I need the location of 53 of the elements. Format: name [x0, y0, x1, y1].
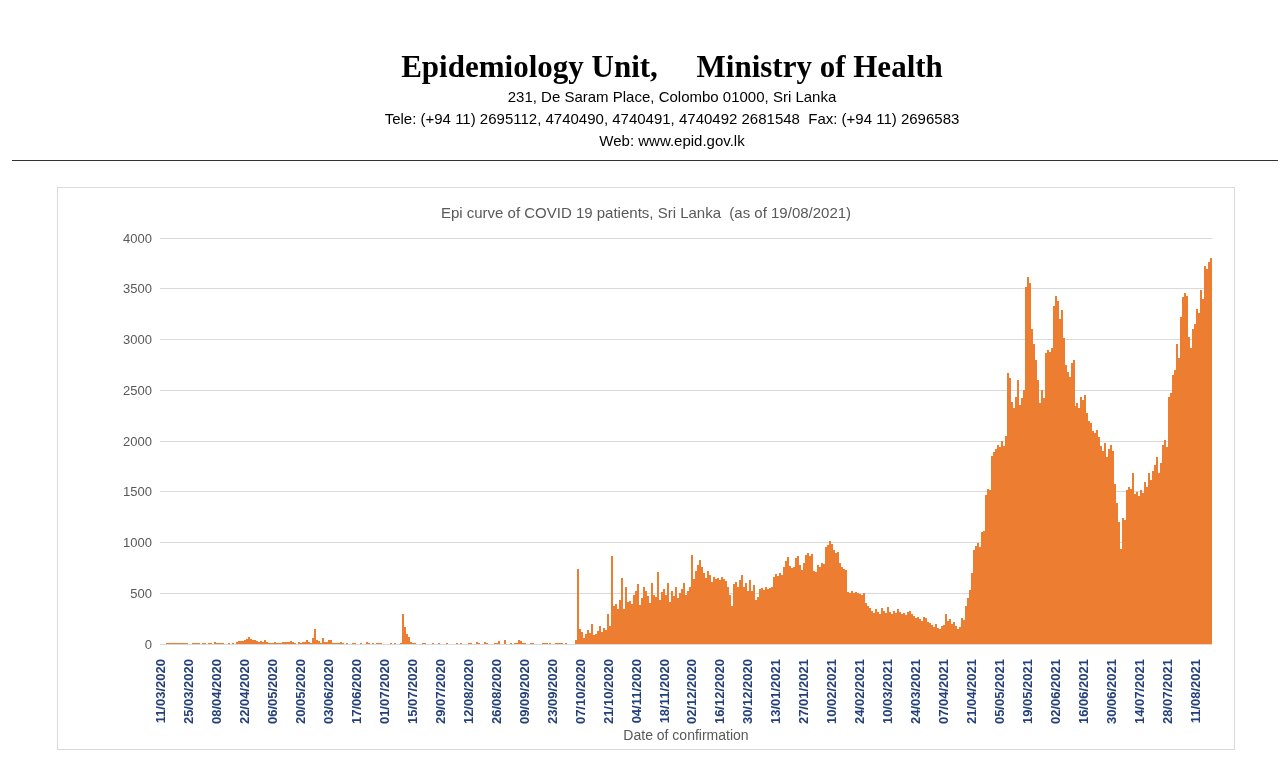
y-tick-label: 1000	[123, 535, 152, 551]
x-tick-label: 06/05/2020	[265, 659, 281, 725]
x-tick-label: 21/10/2020	[600, 659, 616, 725]
x-tick-label: 10/02/2021	[824, 659, 840, 725]
x-tick-label: 12/08/2020	[460, 659, 476, 725]
x-tick-label: 03/06/2020	[321, 659, 337, 725]
x-tick-label: 27/01/2021	[796, 659, 812, 725]
x-tick-label: 10/03/2021	[880, 659, 896, 725]
x-tick-label: 24/02/2021	[852, 659, 868, 725]
x-tick-label: 07/04/2021	[936, 659, 952, 725]
y-tick-label: 500	[130, 585, 152, 601]
x-tick-label: 08/04/2020	[209, 659, 225, 725]
x-tick-label: 30/12/2020	[740, 659, 756, 725]
x-tick-label: 02/12/2020	[684, 659, 700, 725]
y-tick-label: 4000	[123, 230, 152, 246]
x-tick-label: 28/07/2021	[1159, 659, 1175, 725]
y-tick-label: 1500	[123, 484, 152, 500]
text: 231, De Saram Place, Colombo 01000, Sri Lanka	[506, 87, 838, 107]
x-tick-label: 14/07/2021	[1131, 659, 1147, 725]
text: Tele: (+94 11) 2695112, 4740490, 4740491, 4740492 2681548 Fax: (+94 11) 2696583	[383, 109, 961, 129]
chart-title: Epi curve of COVID 19 patients, Sri Lanka (as of 19/08/2021)	[439, 204, 853, 221]
x-tick-label: 22/04/2020	[237, 659, 253, 725]
x-tick-label: 24/03/2021	[908, 659, 924, 725]
x-tick-label: 09/09/2020	[516, 659, 532, 725]
x-tick-label: 26/08/2020	[488, 659, 504, 725]
x-tick-label: 19/05/2021	[1019, 659, 1035, 725]
x-tick-label: 01/07/2020	[377, 659, 393, 725]
x-tick-label: 16/12/2020	[712, 659, 728, 725]
x-tick-label: 16/06/2021	[1075, 659, 1091, 725]
x-tick-label: 11/08/2021	[1187, 659, 1203, 724]
x-tick-label: 05/05/2021	[991, 659, 1007, 725]
x-tick-label: 20/05/2020	[293, 659, 309, 725]
y-tick-label: 2000	[123, 433, 152, 449]
x-tick-label: 04/11/2020	[628, 659, 644, 724]
y-tick-label: 0	[144, 636, 152, 652]
x-tick-label: 21/04/2021	[963, 659, 979, 725]
x-tick-label: 18/11/2020	[656, 659, 672, 724]
y-tick-label: 2500	[123, 382, 152, 398]
x-tick-label: 13/01/2021	[768, 659, 784, 725]
x-tick-label: 02/06/2021	[1047, 659, 1063, 725]
x-tick-label: 11/03/2020	[153, 659, 169, 724]
y-tick-label: 3000	[123, 332, 152, 348]
text: Epidemiology Unit, Ministry of Health	[400, 48, 944, 86]
x-tick-label: 25/03/2020	[181, 659, 197, 725]
x-tick-label: 17/06/2020	[349, 659, 365, 725]
x-tick-label: 15/07/2020	[405, 659, 421, 725]
x-tick-label: 29/07/2020	[432, 659, 448, 725]
x-tick-label: 30/06/2021	[1103, 659, 1119, 725]
y-tick-label: 3500	[123, 281, 152, 297]
text: Web: www.epid.gov.lk	[598, 131, 746, 151]
x-tick-label: 07/10/2020	[572, 659, 588, 725]
x-axis-title: Date of confirmation	[622, 727, 750, 743]
x-tick-label: 23/09/2020	[544, 659, 560, 725]
